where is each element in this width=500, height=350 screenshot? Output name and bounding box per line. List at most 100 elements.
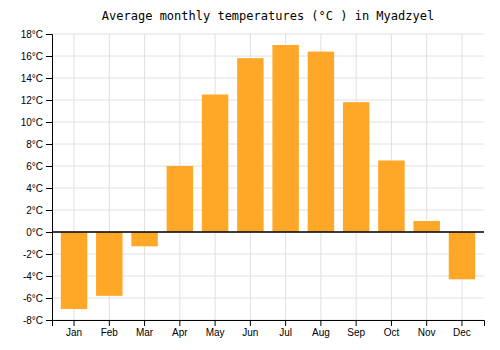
y-tick-mark — [46, 232, 52, 233]
y-tick-mark — [46, 298, 52, 299]
x-tick: Feb — [101, 320, 119, 338]
grid-line-x — [426, 34, 427, 320]
x-tick-label: Jun — [242, 327, 258, 338]
x-tick-mark — [285, 320, 286, 326]
grid-line-y — [52, 298, 484, 299]
x-tick: Oct — [384, 320, 400, 338]
x-tick-mark — [179, 320, 180, 326]
y-tick-mark — [46, 320, 52, 321]
y-tick: -8°C — [23, 315, 52, 326]
grid-line-y — [52, 144, 484, 145]
x-tick-mark — [215, 320, 216, 326]
y-tick-mark — [46, 166, 52, 167]
y-tick-mark — [46, 144, 52, 145]
y-tick-label: 4°C — [26, 183, 43, 194]
x-tick-mark — [74, 320, 75, 326]
y-tick: 14°C — [21, 73, 52, 84]
y-tick-mark — [46, 122, 52, 123]
x-tick: Aug — [312, 320, 330, 338]
x-tick-label: Apr — [172, 327, 188, 338]
y-tick-label: 12°C — [21, 95, 43, 106]
zero-line — [52, 231, 484, 233]
x-tick: Jul — [279, 320, 292, 338]
y-tick: -4°C — [23, 271, 52, 282]
y-tick-mark — [46, 56, 52, 57]
bar — [272, 45, 298, 232]
plot: -8°C-6°C-4°C-2°C0°C2°C4°C6°C8°C10°C12°C1… — [21, 29, 485, 338]
grid-line-y — [52, 100, 484, 101]
bar — [449, 232, 475, 279]
x-tick: Sep — [347, 320, 365, 338]
x-tick: Jun — [242, 320, 258, 338]
x-tick: Dec — [453, 320, 471, 338]
bar — [343, 102, 369, 232]
y-tick-label: 0°C — [26, 227, 43, 238]
y-tick-label: 14°C — [21, 73, 43, 84]
bar — [61, 232, 87, 309]
y-tick-label: 10°C — [21, 117, 43, 128]
x-tick-label: Aug — [312, 327, 330, 338]
x-tick: Mar — [136, 320, 154, 338]
grid — [52, 34, 484, 320]
bar — [378, 161, 404, 233]
y-tick-label: 2°C — [26, 205, 43, 216]
y-tick: 2°C — [26, 205, 52, 216]
bar — [237, 58, 263, 232]
y-tick: 0°C — [26, 227, 52, 238]
chart: -8°C-6°C-4°C-2°C0°C2°C4°C6°C8°C10°C12°C1… — [0, 0, 500, 350]
bar — [308, 52, 334, 232]
x-tick-label: May — [206, 327, 225, 338]
x-tick-mark — [461, 320, 462, 326]
x-tick-label: Oct — [384, 327, 400, 338]
y-tick: 6°C — [26, 161, 52, 172]
y-tick-mark — [46, 34, 52, 35]
x-tick: Jan — [66, 320, 82, 338]
y-tick: 18°C — [21, 29, 52, 40]
y-axis: -8°C-6°C-4°C-2°C0°C2°C4°C6°C8°C10°C12°C1… — [21, 29, 53, 326]
y-tick-mark — [46, 276, 52, 277]
y-tick-mark — [46, 100, 52, 101]
x-axis: Jan Feb Mar Apr May Jun Jul Aug Sep Oct Nov Dec — [53, 320, 485, 338]
x-tick-label: Sep — [347, 327, 365, 338]
x-tick-label: Jan — [66, 327, 82, 338]
grid-line-y — [52, 232, 484, 233]
bar — [167, 166, 193, 232]
x-tick-mark — [250, 320, 251, 326]
title: Average monthly temperatures (°C ) in My… — [102, 9, 434, 23]
y-tick-mark — [46, 210, 52, 211]
x-axis-line — [53, 321, 485, 327]
bar — [96, 232, 122, 296]
y-tick: -2°C — [23, 249, 52, 260]
y-tick-label: -2°C — [23, 249, 43, 260]
x-tick-label: Nov — [418, 327, 436, 338]
bar — [413, 221, 439, 232]
y-tick: 16°C — [21, 51, 52, 62]
x-tick-mark — [320, 320, 321, 326]
y-tick-label: 18°C — [21, 29, 43, 40]
x-tick-mark — [426, 320, 427, 326]
x-tick: Apr — [172, 320, 188, 338]
y-tick: 4°C — [26, 183, 52, 194]
bars — [61, 45, 475, 309]
grid-line-y — [52, 122, 484, 123]
y-tick: 10°C — [21, 117, 52, 128]
x-tick-mark — [356, 320, 357, 326]
grid-line-y — [52, 188, 484, 189]
grid-line-y — [52, 34, 484, 35]
y-tick-label: 6°C — [26, 161, 43, 172]
grid-line-y — [52, 78, 484, 79]
x-tick-label: Feb — [101, 327, 119, 338]
y-tick-label: 8°C — [26, 139, 43, 150]
y-axis-line — [46, 35, 53, 321]
x-tick: May — [206, 320, 225, 338]
x-tick-mark — [391, 320, 392, 326]
grid-line-y — [52, 210, 484, 211]
x-tick-mark — [144, 320, 145, 326]
x-tick-label: Dec — [453, 327, 471, 338]
x-tick: Nov — [418, 320, 436, 338]
y-tick-mark — [46, 188, 52, 189]
y-tick-mark — [46, 78, 52, 79]
y-tick-label: -4°C — [23, 271, 43, 282]
y-tick-mark — [46, 254, 52, 255]
x-tick-label: Jul — [279, 327, 292, 338]
